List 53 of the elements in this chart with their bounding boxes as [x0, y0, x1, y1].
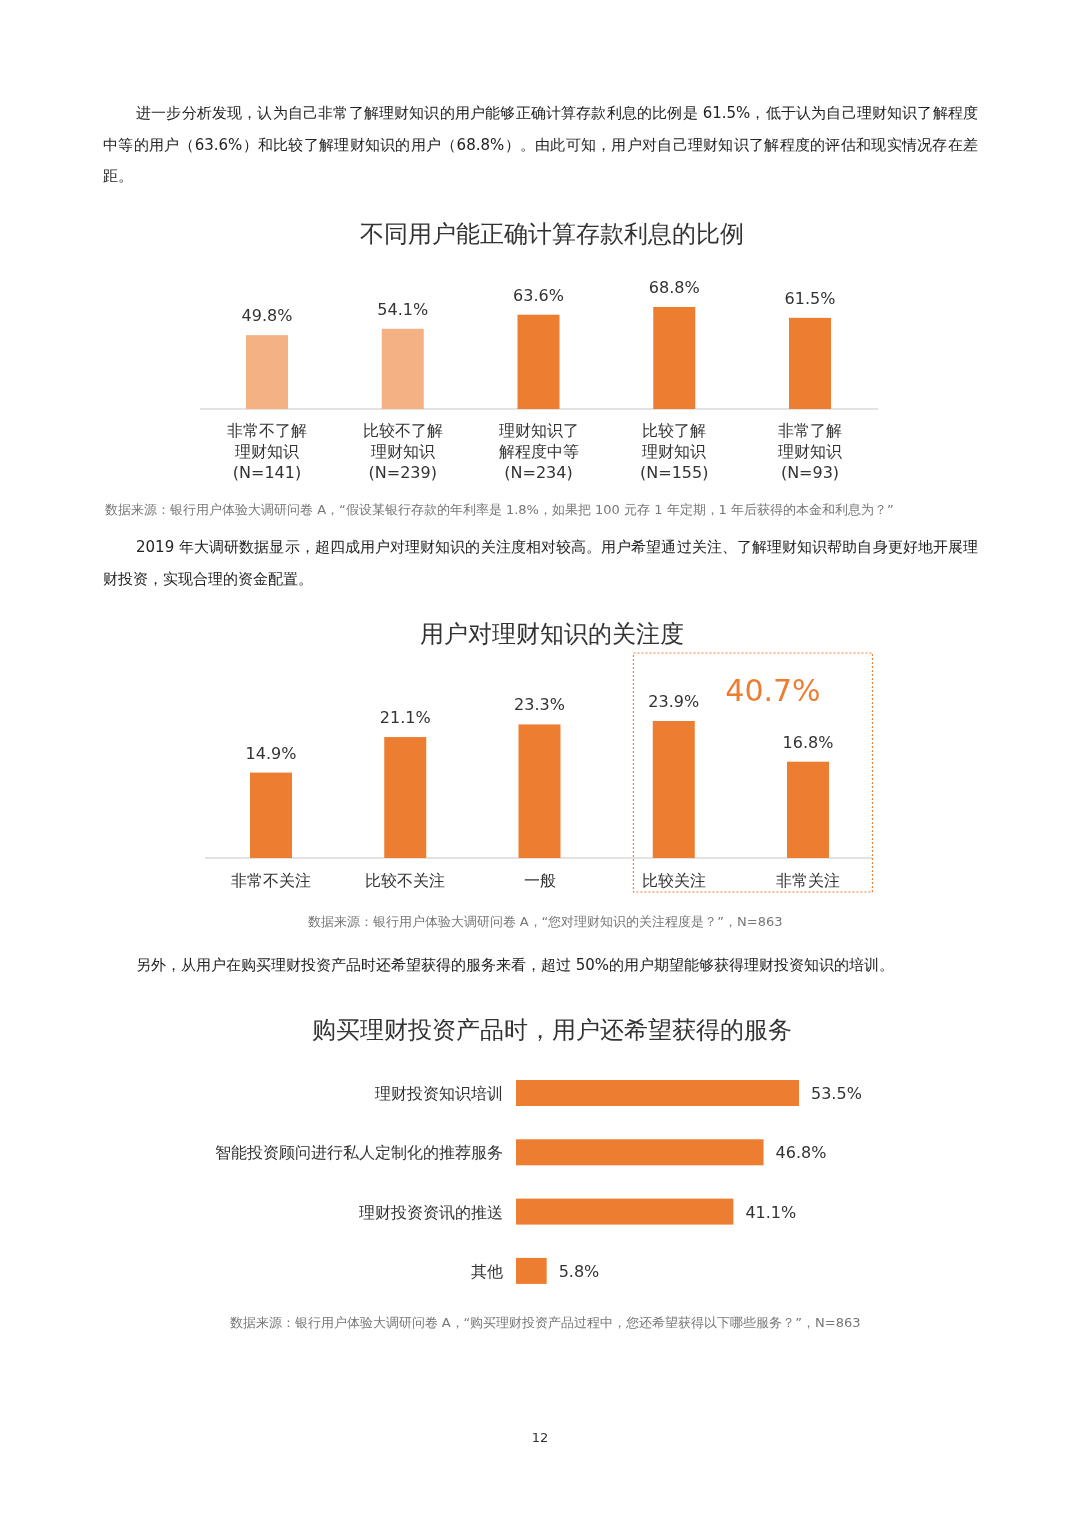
x-tick-label: 非常不了解理财知识(N=141): [227, 421, 307, 482]
data-label: 61.5%: [784, 288, 836, 308]
data-label: 23.3%: [514, 695, 565, 715]
source-note: 数据来源：银行用户体验大调研问卷 A，“购买理财投资产品过程中，您还希望获得以下哪些服务？”，N=863: [229, 1315, 861, 1330]
bar: [516, 1257, 547, 1284]
x-tick-label: 比较不关注: [365, 871, 446, 890]
data-label: 68.8%: [648, 278, 700, 297]
x-tick-label: 比较不了解理财知识(N=239): [362, 421, 443, 482]
bar: [652, 721, 695, 858]
x-tick-label: 一般: [523, 871, 556, 890]
text: 2019 年大调研数据显示，超四成用户对理财知识的关注度相对较高。用户希望通过关注、了解理财知识帮助自身更好地开展理财投资，实现合理的资金配置。: [103, 537, 978, 590]
text: 40.7%: [725, 673, 821, 708]
bar: [787, 761, 829, 858]
y-tick-label: 其他: [471, 1261, 503, 1281]
data-label: 53.5%: [811, 1084, 862, 1103]
text: 另外，从用户在购买理财投资产品时还希望获得的服务来看，超过 50%的用户期望能够获得理财投资知识的培训。: [135, 955, 896, 976]
data-label: 21.1%: [379, 708, 431, 728]
x-tick-label: 非常不关注: [231, 871, 311, 890]
bar: [250, 772, 292, 858]
y-tick-label: 理财投资资讯的推送: [359, 1202, 503, 1222]
bar: [246, 335, 288, 409]
x-tick-label: 非常关注: [776, 871, 840, 890]
data-label: 14.9%: [245, 743, 297, 763]
x-tick-label: 理财知识了解程度中等(N=234): [498, 421, 579, 482]
text: 进一步分析发现，认为自己非常了解理财知识的用户能够正确计算存款利息的比例是 61.5%，低于认为自己理财知识了解程度中等的用户（63.6%）和比较了解理财知识的用户（68.8%）。由此可知，用户对自己理财知识了解程度的评估和现实情况存在差距。: [103, 103, 978, 187]
source-note: 数据来源：银行用户体验大调研问卷 A，“您对理财知识的关注程度是？”，N=863: [307, 914, 783, 929]
source-note: 数据来源：银行用户体验大调研问卷 A，“假设某银行存款的年利率是 1.8%，如果把 100 元存 1 年定期，1 年后获得的本金和利息为？”: [105, 502, 894, 517]
bar: [518, 724, 561, 858]
data-label: 41.1%: [745, 1202, 797, 1222]
bar: [384, 737, 427, 858]
data-label: 5.8%: [558, 1261, 600, 1281]
data-label: 63.6%: [513, 285, 564, 305]
data-label: 46.8%: [775, 1143, 827, 1163]
bar: [789, 317, 831, 409]
bar: [517, 314, 560, 409]
x-tick-label: 非常了解理财知识(N=93): [778, 421, 842, 482]
x-tick-label: 比较了解理财知识(N=155): [640, 421, 709, 482]
bar: [516, 1139, 764, 1166]
text: 12: [531, 1430, 549, 1445]
chart-title: 不同用户能正确计算存款利息的比例: [360, 220, 744, 248]
chart-title: 购买理财投资产品时，用户还希望获得的服务: [312, 1016, 792, 1044]
bar: [516, 1198, 734, 1225]
data-label: 16.8%: [782, 732, 834, 752]
y-tick-label: 智能投资顾问进行私人定制化的推荐服务: [215, 1143, 503, 1163]
y-tick-label: 理财投资知识培训: [375, 1084, 503, 1103]
bar: [381, 328, 424, 409]
bar: [653, 307, 696, 409]
data-label: 49.8%: [241, 306, 293, 326]
x-tick-label: 比较关注: [641, 871, 706, 890]
data-label: 23.9%: [648, 692, 700, 711]
data-label: 54.1%: [377, 299, 429, 319]
bar: [516, 1080, 799, 1106]
chart-title: 用户对理财知识的关注度: [420, 620, 684, 648]
